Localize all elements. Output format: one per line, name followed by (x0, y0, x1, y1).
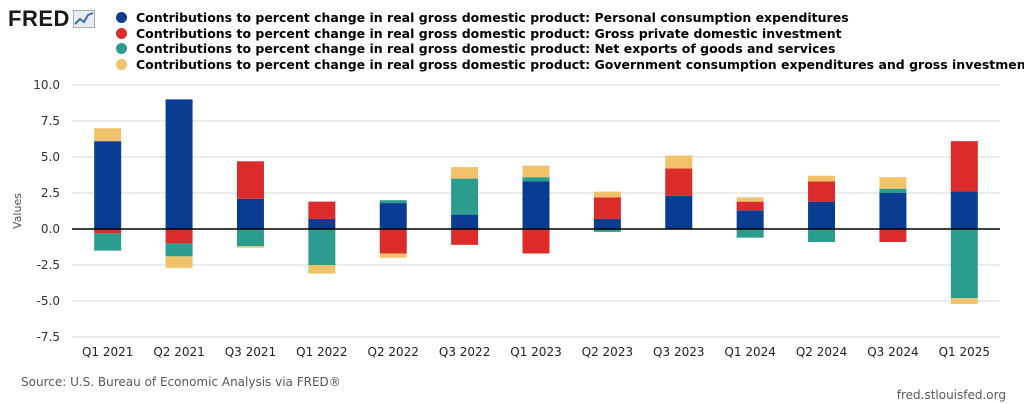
bar-segment (236, 161, 264, 199)
x-tick-label: Q1 2023 (510, 345, 561, 359)
legend-item[interactable]: Contributions to percent change in real … (116, 41, 1024, 57)
bar-segment (950, 141, 978, 192)
bar-segment (379, 253, 407, 258)
y-tick-label: -5.0 (37, 294, 60, 308)
bar-segment (808, 181, 836, 202)
legend-label: Contributions to percent change in real … (136, 56, 1024, 72)
y-tick-label: 0.0 (41, 222, 60, 236)
bar-segment (950, 229, 978, 299)
y-tick-label: 2.5 (41, 186, 60, 200)
x-tick-label: Q3 2023 (653, 345, 704, 359)
bar-segment (236, 198, 264, 229)
x-tick-label: Q2 2023 (582, 345, 633, 359)
legend-label: Contributions to percent change in real … (136, 10, 849, 26)
bar-segment (593, 191, 621, 198)
bar-segment (165, 243, 193, 257)
bar-segment (522, 229, 550, 254)
x-tick-label: Q1 2024 (724, 345, 775, 359)
bar-segment (236, 229, 264, 247)
legend-swatch (116, 43, 127, 55)
legend-swatch (116, 58, 127, 70)
site-credit[interactable]: fred.stlouisfed.org (896, 388, 1006, 402)
bar-segment (522, 177, 550, 182)
bar-segment (451, 229, 479, 245)
x-tick-label: Q1 2021 (82, 345, 133, 359)
legend-item[interactable]: Contributions to percent change in real … (116, 57, 1024, 73)
y-tick-label: 10.0 (33, 78, 60, 92)
bar-segment (593, 218, 621, 229)
legend-item[interactable]: Contributions to percent change in real … (116, 10, 1024, 26)
bar-segment (94, 141, 122, 229)
bar-segment (236, 246, 264, 248)
bar-segment (808, 201, 836, 229)
x-tick-label: Q2 2024 (796, 345, 847, 359)
source-note: Source: U.S. Bureau of Economic Analysis… (21, 375, 341, 389)
bar-segment (879, 188, 907, 193)
bar-segment (665, 195, 693, 229)
bar-segment (451, 214, 479, 229)
bar-segment (593, 197, 621, 219)
y-tick-label: -2.5 (37, 258, 60, 272)
bar-segment (94, 233, 122, 251)
bar-segment (379, 229, 407, 254)
x-tick-label: Q3 2021 (225, 345, 276, 359)
bar-segment (165, 99, 193, 230)
bar-segment (808, 175, 836, 182)
bar-segment (522, 181, 550, 229)
bar-segment (308, 229, 336, 265)
bar-segment (379, 203, 407, 229)
bar-segment (94, 229, 122, 234)
bar-segment (451, 167, 479, 179)
bar-segment (308, 265, 336, 274)
bar-segment (308, 218, 336, 229)
x-tick-label: Q3 2024 (867, 345, 918, 359)
y-tick-label: -7.5 (37, 330, 60, 344)
fred-logo-text: FRED (8, 6, 70, 31)
bar-segment (593, 229, 621, 232)
y-tick-label: 7.5 (41, 114, 60, 128)
trend-line-icon (72, 10, 95, 28)
bar-segment (308, 201, 336, 219)
bar-segment (665, 168, 693, 196)
y-axis-label: Values (11, 193, 24, 229)
bar-segment (736, 197, 764, 202)
bar-segment (379, 200, 407, 204)
bar-segment (950, 298, 978, 304)
bar-segment (94, 128, 122, 142)
bar-segment (165, 256, 193, 268)
bar-segment (736, 201, 764, 211)
x-tick-label: Q2 2022 (368, 345, 419, 359)
fred-logo[interactable]: FRED (8, 6, 95, 32)
chart-legend: Contributions to percent change in real … (116, 10, 1024, 72)
bar-segment (950, 191, 978, 229)
x-tick-label: Q2 2021 (153, 345, 204, 359)
bar-segment (879, 193, 907, 229)
bar-segment (879, 177, 907, 189)
legend-label: Contributions to percent change in real … (136, 41, 836, 57)
legend-item[interactable]: Contributions to percent change in real … (116, 26, 1024, 42)
legend-label: Contributions to percent change in real … (136, 25, 842, 41)
bar-segment (665, 155, 693, 169)
legend-swatch (116, 12, 127, 24)
bar-segment (808, 229, 836, 242)
bar-segment (879, 229, 907, 242)
bar-segment (165, 229, 193, 244)
x-tick-label: Q3 2022 (439, 345, 490, 359)
bar-segment (451, 178, 479, 215)
x-tick-label: Q1 2022 (296, 345, 347, 359)
y-tick-label: 5.0 (41, 150, 60, 164)
bar-segment (736, 210, 764, 229)
legend-swatch (116, 27, 127, 39)
x-tick-label: Q1 2025 (939, 345, 990, 359)
bar-segment (522, 165, 550, 178)
bar-segment (736, 229, 764, 238)
